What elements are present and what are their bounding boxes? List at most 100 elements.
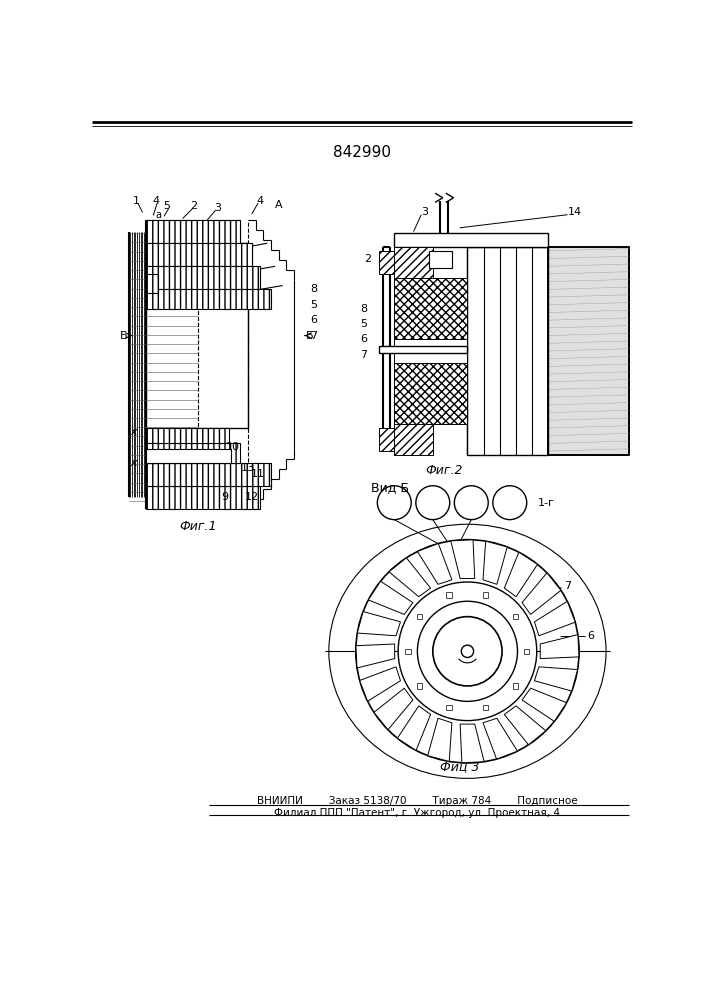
Polygon shape	[428, 718, 452, 761]
Circle shape	[433, 617, 502, 686]
Text: ВНИИПИ        Заказ 5138/70        Тираж 784        Подписное: ВНИИПИ Заказ 5138/70 Тираж 784 Подписное	[257, 796, 578, 806]
Bar	[524, 649, 530, 654]
Bar	[446, 705, 452, 710]
Circle shape	[378, 486, 411, 520]
Text: 8: 8	[360, 304, 367, 314]
Text: 1: 1	[133, 196, 140, 206]
Bar	[146, 486, 259, 509]
Polygon shape	[504, 706, 546, 745]
Polygon shape	[504, 552, 537, 597]
Circle shape	[416, 486, 450, 520]
Polygon shape	[368, 581, 413, 614]
Circle shape	[417, 601, 518, 701]
Text: 5: 5	[360, 319, 367, 329]
Bar	[395, 247, 433, 278]
Text: 14: 14	[568, 207, 583, 217]
Text: Фиг.2: Фиг.2	[426, 464, 463, 477]
Text: 6: 6	[587, 631, 594, 641]
Polygon shape	[357, 612, 400, 636]
Text: 4: 4	[152, 196, 159, 206]
Bar	[146, 428, 229, 443]
Bar	[417, 683, 422, 689]
Polygon shape	[534, 667, 578, 691]
Bar	[146, 220, 240, 243]
Bar	[483, 705, 489, 710]
Bar	[405, 649, 411, 654]
Text: A: A	[275, 200, 283, 210]
Polygon shape	[397, 706, 431, 750]
Bar	[146, 449, 231, 463]
Bar	[513, 683, 518, 689]
Circle shape	[461, 645, 474, 657]
Polygon shape	[356, 644, 395, 668]
Bar	[146, 274, 158, 293]
Text: 2: 2	[190, 201, 198, 211]
Text: 7: 7	[310, 331, 317, 341]
Polygon shape	[540, 635, 579, 659]
Bar	[409, 278, 448, 309]
Text: 6: 6	[310, 315, 317, 325]
Bar	[425, 309, 464, 339]
Circle shape	[398, 582, 537, 721]
Bar	[549, 247, 629, 455]
Bar	[513, 614, 518, 619]
Text: 5: 5	[163, 201, 170, 211]
Bar	[146, 266, 259, 289]
Text: Вид Б: Вид Б	[371, 481, 409, 494]
Text: 1-г: 1-г	[538, 498, 555, 508]
Polygon shape	[483, 541, 507, 584]
Text: Б: Б	[120, 331, 128, 341]
Bar	[425, 363, 464, 393]
Bar	[409, 393, 448, 424]
Polygon shape	[389, 558, 431, 597]
Bar	[146, 463, 271, 486]
Ellipse shape	[329, 524, 606, 778]
Polygon shape	[417, 544, 452, 584]
Bar	[146, 443, 158, 463]
Text: Филиал ППП "Патент", г. Ужгород, ул. Проектная, 4: Филиал ППП "Патент", г. Ужгород, ул. Про…	[274, 808, 561, 818]
Text: 3: 3	[421, 207, 428, 217]
Polygon shape	[534, 601, 575, 636]
Text: Фиц 3: Фиц 3	[440, 760, 479, 773]
Bar	[146, 243, 248, 428]
Bar	[395, 339, 467, 363]
Text: Б: Б	[306, 331, 313, 341]
Text: 5: 5	[310, 300, 317, 310]
Polygon shape	[483, 718, 518, 759]
Circle shape	[356, 540, 579, 763]
Bar	[379, 251, 395, 274]
Polygon shape	[360, 667, 400, 701]
Text: 3: 3	[214, 203, 221, 213]
Bar	[146, 443, 240, 463]
Text: a: a	[155, 210, 161, 220]
Bar	[417, 614, 422, 619]
Bar	[379, 346, 467, 353]
Bar	[395, 278, 467, 339]
Bar	[429, 251, 452, 268]
Text: 9: 9	[221, 492, 228, 502]
Text: 6: 6	[360, 334, 367, 344]
Circle shape	[493, 486, 527, 520]
Text: 12: 12	[245, 492, 259, 502]
Polygon shape	[522, 573, 561, 614]
Bar	[379, 428, 395, 451]
Text: 13: 13	[241, 463, 255, 473]
Bar	[395, 233, 549, 247]
Bar	[395, 363, 467, 424]
Polygon shape	[374, 688, 413, 730]
Polygon shape	[522, 688, 566, 721]
Text: x: x	[131, 427, 137, 437]
Text: Фиг.1: Фиг.1	[179, 520, 216, 533]
Text: 10: 10	[226, 442, 240, 452]
Text: 11: 11	[251, 469, 265, 479]
Text: 2: 2	[364, 254, 371, 264]
Text: x: x	[131, 458, 137, 468]
Polygon shape	[460, 724, 484, 763]
Bar	[446, 592, 452, 598]
Text: 7: 7	[360, 350, 367, 360]
Bar	[146, 289, 271, 309]
Polygon shape	[451, 540, 474, 579]
Bar	[146, 243, 252, 266]
Text: 8: 8	[310, 284, 317, 294]
Bar	[395, 424, 433, 455]
